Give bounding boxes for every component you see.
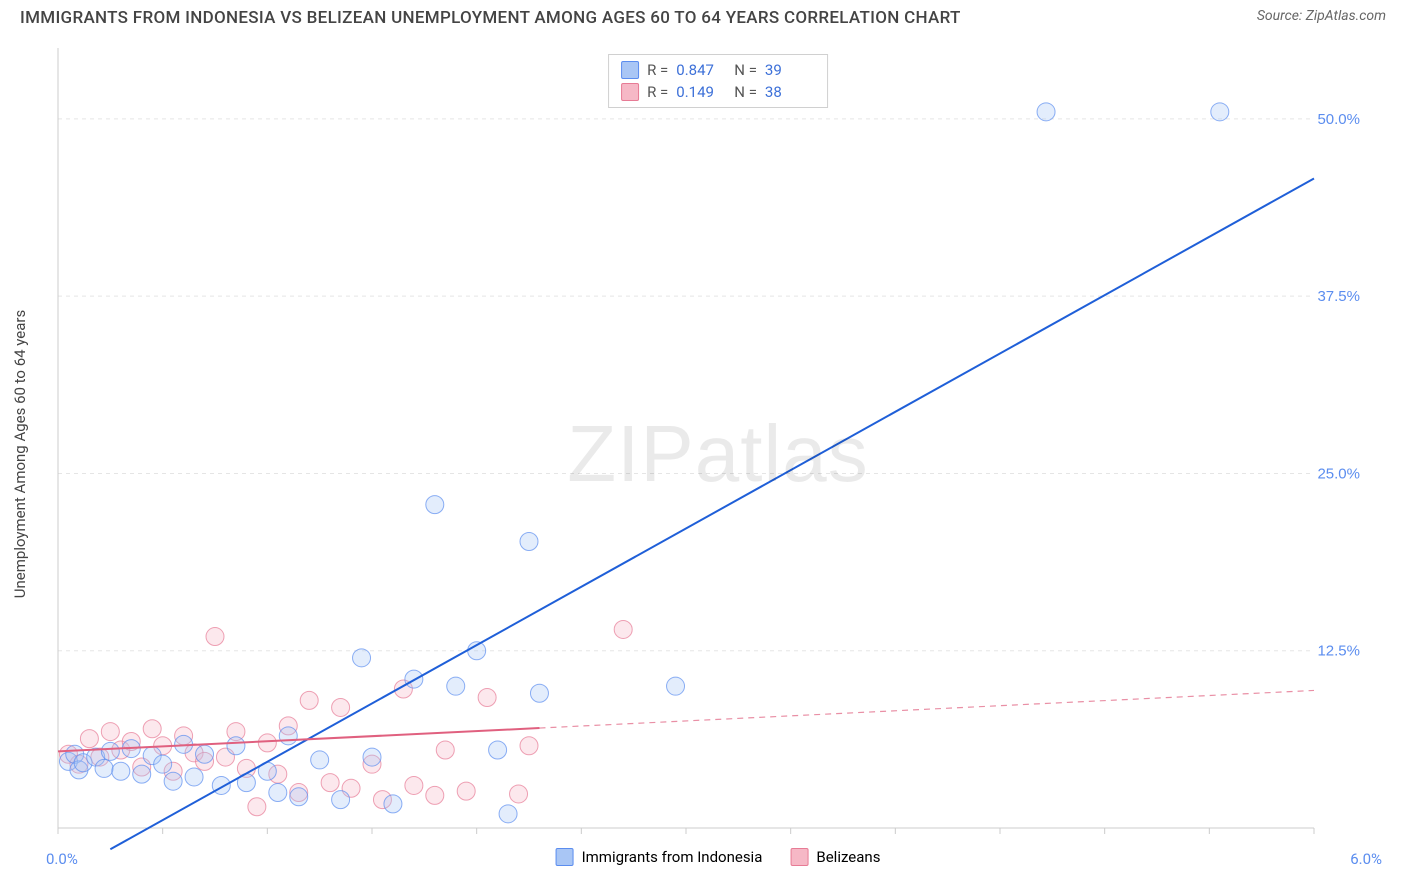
series-legend-item: Belizeans: [790, 848, 880, 866]
trend-line: [110, 178, 1314, 849]
data-point: [426, 496, 444, 514]
data-point: [405, 776, 423, 794]
data-point: [133, 765, 151, 783]
n-label: N =: [734, 61, 757, 79]
data-point: [227, 737, 245, 755]
x-axis-origin-label: 0.0%: [46, 850, 78, 868]
data-point: [196, 745, 214, 763]
y-tick-label: 25.0%: [1317, 465, 1360, 482]
data-point: [154, 755, 172, 773]
chart-title: IMMIGRANTS FROM INDONESIA VS BELIZEAN UN…: [20, 8, 961, 28]
legend-swatch: [556, 848, 574, 866]
r-label: R =: [647, 61, 668, 79]
r-value: 0.847: [676, 61, 726, 79]
legend-swatch: [790, 848, 808, 866]
data-point: [667, 677, 685, 695]
legend-swatch: [621, 83, 639, 101]
data-point: [101, 723, 119, 741]
data-point: [185, 768, 203, 786]
series-legend-label: Immigrants from Indonesia: [582, 848, 763, 866]
data-point: [499, 805, 517, 823]
data-point: [112, 762, 130, 780]
correlation-legend: R = 0.847 N = 39 R = 0.149 N = 38: [608, 54, 828, 108]
data-point: [300, 691, 318, 709]
data-point: [457, 782, 475, 800]
data-point: [258, 734, 276, 752]
data-point: [290, 788, 308, 806]
source-attribution: Source: ZipAtlas.com: [1257, 8, 1386, 24]
data-point: [447, 677, 465, 695]
y-axis-label: Unemployment Among Ages 60 to 64 years: [11, 310, 29, 598]
data-point: [332, 698, 350, 716]
series-legend-label: Belizeans: [816, 848, 880, 866]
data-point: [363, 748, 381, 766]
scatter-plot: 12.5% 25.0% 37.5% 50.0%: [50, 44, 1386, 864]
data-point: [279, 727, 297, 745]
n-label: N =: [734, 83, 757, 101]
y-tick-label: 12.5%: [1317, 643, 1360, 660]
data-point: [436, 741, 454, 759]
data-point: [143, 720, 161, 738]
r-value: 0.149: [676, 83, 726, 101]
data-point: [95, 759, 113, 777]
data-point: [206, 628, 224, 646]
n-value: 38: [765, 83, 815, 101]
data-point: [530, 684, 548, 702]
y-tick-label: 37.5%: [1317, 288, 1360, 305]
data-point: [353, 649, 371, 667]
chart-header: IMMIGRANTS FROM INDONESIA VS BELIZEAN UN…: [0, 0, 1406, 32]
data-point: [520, 737, 538, 755]
data-point: [269, 784, 287, 802]
data-point: [426, 786, 444, 804]
series-legend: Immigrants from Indonesia Belizeans: [556, 848, 881, 866]
data-point: [80, 730, 98, 748]
data-point: [489, 741, 507, 759]
chart-area: Unemployment Among Ages 60 to 64 years 1…: [50, 44, 1386, 864]
data-point: [510, 785, 528, 803]
trend-line-extrapolated: [539, 690, 1314, 728]
data-point: [332, 791, 350, 809]
data-point: [614, 620, 632, 638]
data-point: [101, 742, 119, 760]
y-tick-label: 50.0%: [1317, 111, 1360, 128]
n-value: 39: [765, 61, 815, 79]
data-point: [311, 751, 329, 769]
data-point: [384, 795, 402, 813]
data-point: [248, 798, 266, 816]
data-point: [164, 772, 182, 790]
series-legend-item: Immigrants from Indonesia: [556, 848, 763, 866]
legend-swatch: [621, 61, 639, 79]
data-point: [1037, 103, 1055, 121]
correlation-legend-row: R = 0.847 N = 39: [621, 59, 815, 81]
correlation-legend-row: R = 0.149 N = 38: [621, 81, 815, 103]
data-point: [321, 774, 339, 792]
data-point: [1211, 103, 1229, 121]
x-axis-max-label: 6.0%: [1350, 850, 1382, 868]
data-point: [520, 533, 538, 551]
r-label: R =: [647, 83, 668, 101]
data-point: [478, 689, 496, 707]
